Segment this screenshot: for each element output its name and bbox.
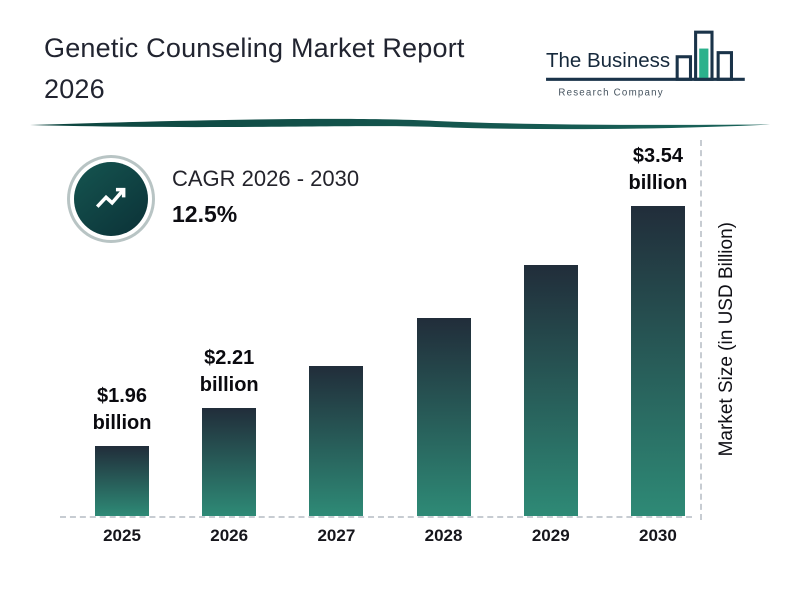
trending-up-icon bbox=[95, 187, 126, 208]
cagr-badge bbox=[74, 162, 148, 236]
logo: The Business Research Company bbox=[544, 26, 754, 108]
x-axis-year-label: 2028 bbox=[424, 526, 463, 545]
bar-cell: $3.54 billion bbox=[628, 143, 688, 516]
bar bbox=[309, 366, 364, 516]
bar-value-label: $3.54 billion bbox=[628, 145, 688, 194]
bar-value-label: $2.21 billion bbox=[199, 347, 259, 396]
x-axis-year-label: 2025 bbox=[103, 526, 141, 545]
bar bbox=[416, 318, 471, 516]
bar-chart: $1.96 billion $2.21 billion $3.54 billion 202… bbox=[60, 140, 692, 546]
logo-teal-bar bbox=[699, 48, 709, 80]
bar-cell bbox=[308, 366, 364, 516]
x-axis-year-label: 2027 bbox=[317, 526, 356, 545]
x-axis-year-label: 2030 bbox=[639, 526, 677, 545]
cagr-text-block: CAGR 2026 - 2030 12.5% bbox=[172, 166, 359, 228]
bar bbox=[523, 265, 578, 516]
logo-name-line2: Research Company bbox=[558, 88, 664, 99]
logo-graphic: The Business Research Company bbox=[546, 30, 745, 99]
logo-name-line1: The Business bbox=[546, 49, 670, 72]
cagr-value: 12.5% bbox=[172, 201, 238, 227]
y-axis-label: Market Size (in USD Billion) bbox=[716, 222, 737, 457]
bar-cell: $1.96 billion bbox=[92, 383, 152, 516]
x-axis-year-label: 2026 bbox=[210, 526, 249, 545]
bar-cell bbox=[416, 318, 472, 516]
bar-cell bbox=[523, 265, 579, 516]
bar bbox=[95, 446, 149, 516]
cagr-label: CAGR 2026 - 2030 bbox=[172, 166, 360, 191]
years-row: 2025 2026 2027 2028 2029 2030 bbox=[60, 526, 692, 546]
plot-area: $1.96 billion $2.21 billion $3.54 billion bbox=[60, 140, 692, 518]
bar-value-label: $1.96 billion bbox=[92, 385, 152, 434]
bar bbox=[202, 408, 257, 516]
x-axis-year-label: 2029 bbox=[531, 526, 570, 545]
header-divider bbox=[30, 118, 770, 130]
page-title: Genetic Counseling Market Report 2026 bbox=[44, 33, 465, 104]
bar-cell: $2.21 billion bbox=[199, 345, 259, 516]
bar bbox=[630, 206, 685, 516]
y-axis-dashed-line bbox=[700, 140, 702, 520]
